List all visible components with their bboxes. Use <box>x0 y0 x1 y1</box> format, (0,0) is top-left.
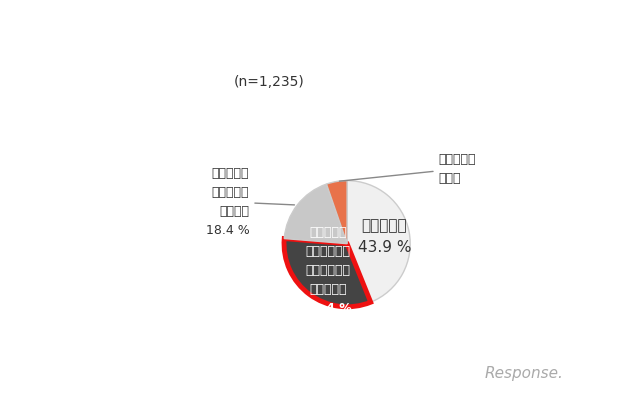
Text: 変わらない
43.9 %: 変わらない 43.9 % <box>358 218 411 255</box>
Wedge shape <box>326 181 347 244</box>
Text: Response.: Response. <box>484 366 563 381</box>
Wedge shape <box>284 239 371 307</box>
Wedge shape <box>284 184 347 244</box>
Text: 利用頻度は
増えた: 利用頻度は 増えた <box>339 153 476 185</box>
Text: (n=1,235): (n=1,235) <box>234 75 304 89</box>
Text: 電車の利用頻度: 電車の利用頻度 <box>203 34 296 54</box>
Text: 利用頻度は
減ったし、今
後も減ったま
まだと思う
32.4 %: 利用頻度は 減ったし、今 後も減ったま まだと思う 32.4 % <box>304 225 351 314</box>
Text: 利用頻度は
減ったが、
元に戻る
18.4 %: 利用頻度は 減ったが、 元に戻る 18.4 % <box>205 167 294 237</box>
Wedge shape <box>347 181 410 302</box>
